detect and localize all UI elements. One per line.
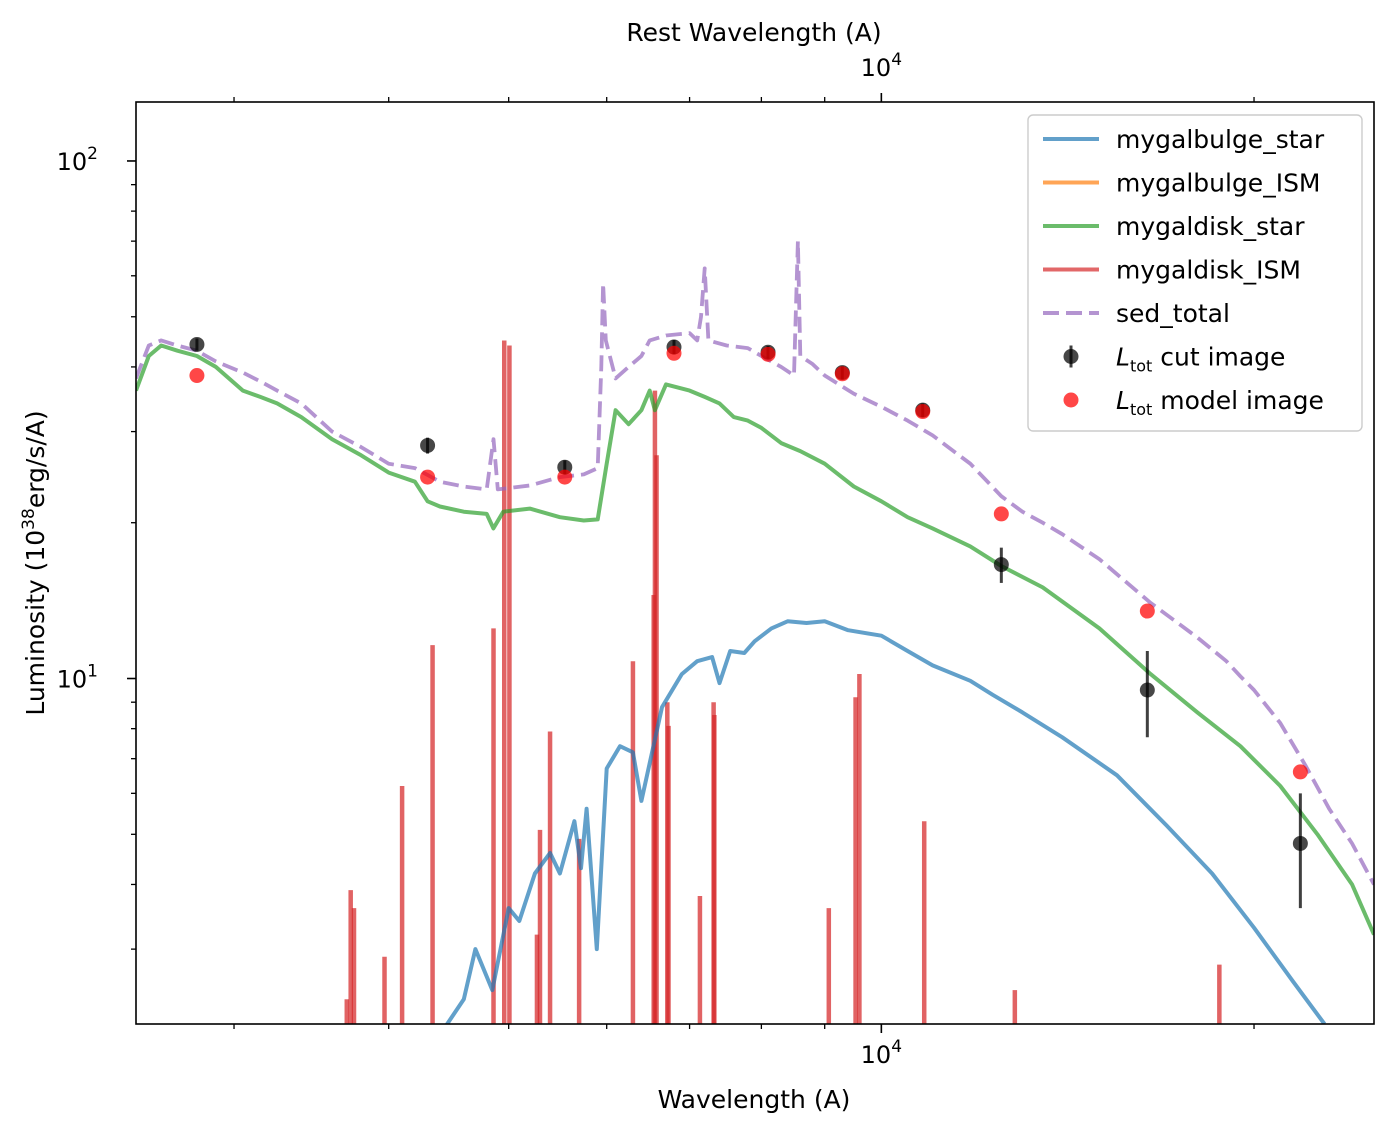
- legend-entry-mygaldisk-ism: mygaldisk_ISM: [1043, 256, 1301, 285]
- model-image-point: [420, 469, 436, 485]
- cut-image-marker: [993, 557, 1009, 573]
- mygalbulge-star-line: [444, 619, 1327, 1024]
- x-tick-label-base: 10: [861, 1041, 892, 1069]
- legend-entry-mygalbulge-ism: mygalbulge_ISM: [1043, 169, 1321, 198]
- legend-label: sed_total: [1116, 299, 1230, 328]
- model-image-point: [915, 404, 931, 420]
- legend-label: mygalbulge_star: [1116, 125, 1325, 154]
- y-tick-label-base: 10: [57, 148, 88, 176]
- top-x-axis-label: Rest Wavelength (A): [626, 18, 881, 47]
- legend-label: mygalbulge_ISM: [1116, 169, 1321, 198]
- cut-image-marker: [1292, 835, 1308, 851]
- legend-entry-sed-total: sed_total: [1043, 299, 1230, 328]
- model-image-point: [1292, 764, 1308, 780]
- top-x-tick-label-base: 10: [861, 54, 892, 82]
- y-tick-label: 101: [57, 662, 98, 694]
- cut-image-marker: [420, 437, 436, 453]
- model-image-point: [834, 366, 850, 382]
- top-x-tick-label-exp: 4: [891, 50, 902, 70]
- top-x-tick-label: 104: [861, 50, 902, 82]
- cut-image-point: [420, 437, 436, 454]
- legend-label-symbol: L: [1116, 343, 1130, 372]
- model-image-point: [189, 368, 205, 384]
- legend-label: mygaldisk_star: [1116, 212, 1305, 241]
- y-tick-label-base: 10: [57, 666, 88, 694]
- x-axis-label: Wavelength (A): [658, 1085, 851, 1114]
- legend-label-symbol: L: [1116, 386, 1130, 415]
- y-axis-label-prefix: Luminosity (10: [21, 530, 50, 716]
- legend-marker: [1063, 392, 1079, 408]
- legend-label: mygaldisk_ISM: [1116, 256, 1301, 285]
- model-image-point: [760, 346, 776, 362]
- sed-total-line: [136, 239, 1374, 886]
- legend: mygalbulge_star mygalbulge_ISM mygaldisk_s…: [1027, 114, 1363, 432]
- model-image-point: [993, 506, 1009, 522]
- legend-label-rest: cut image: [1152, 343, 1285, 372]
- points-layer: [189, 336, 1308, 909]
- legend-label-sub: tot: [1130, 357, 1152, 376]
- plot-frame: [135, 101, 1375, 1025]
- cut-image-point: [993, 547, 1009, 583]
- y-tick-label-exp: 1: [87, 662, 98, 682]
- cut-image-point: [1292, 793, 1308, 909]
- legend-label-sub: tot: [1130, 400, 1152, 419]
- legend-label-rest: model image: [1152, 386, 1324, 415]
- y-axis-label-sup: 38: [19, 508, 39, 530]
- x-tick-label-exp: 4: [891, 1037, 902, 1057]
- y-tick-label: 102: [57, 144, 98, 176]
- model-image-point: [1139, 603, 1155, 619]
- y-tick-label-exp: 2: [87, 144, 98, 164]
- y-axis-label-suffix: erg/s/A): [21, 410, 50, 508]
- legend-entry-cut-image: Ltot cut image: [1063, 343, 1285, 376]
- legend-marker: [1063, 349, 1079, 364]
- cut-image-point: [189, 336, 205, 352]
- model-image-point: [557, 469, 573, 485]
- legend-entry-mygalbulge-star: mygalbulge_star: [1043, 125, 1325, 154]
- cut-image-point: [1139, 651, 1155, 738]
- x-tick-label: 104: [861, 1037, 902, 1069]
- legend-label: Ltot model image: [1116, 386, 1324, 419]
- legend-box: [1027, 114, 1363, 432]
- model-image-point: [666, 345, 682, 361]
- series-layer: [136, 239, 1374, 1024]
- legend-entry-mygaldisk-star: mygaldisk_star: [1043, 212, 1305, 241]
- legend-entry-model-image: Ltot model image: [1063, 386, 1324, 419]
- legend-label: Ltot cut image: [1116, 343, 1285, 376]
- cut-image-marker: [189, 336, 205, 352]
- y-axis-label: Luminosity (1038erg/s/A): [19, 410, 50, 715]
- cut-image-marker: [1139, 682, 1155, 698]
